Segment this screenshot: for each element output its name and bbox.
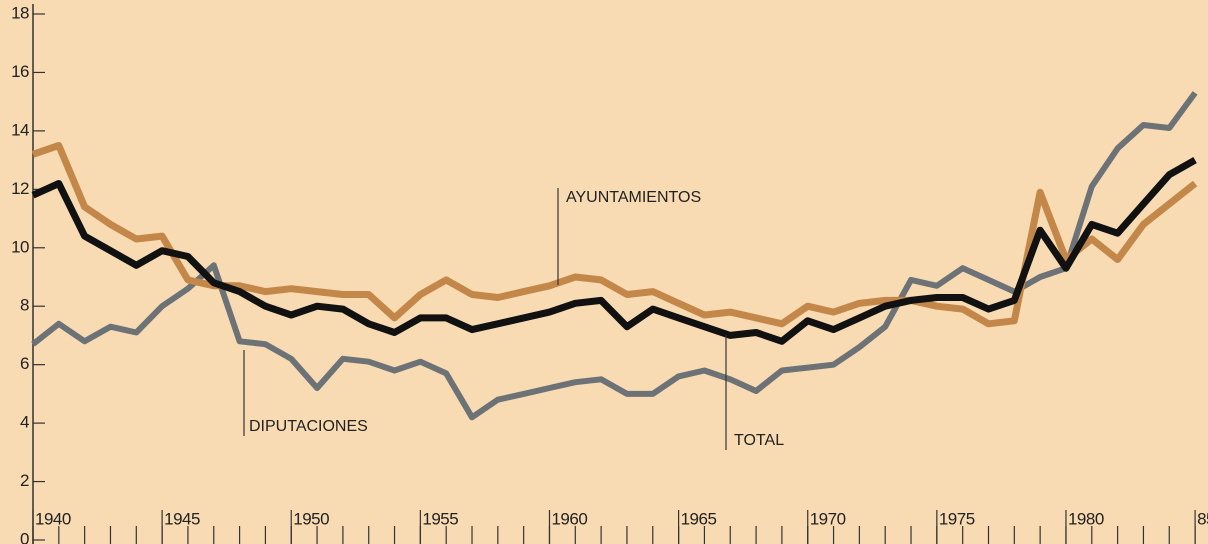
series-line bbox=[31, 142, 1198, 328]
series-line bbox=[31, 157, 1197, 345]
x-tick-label: 1955 bbox=[422, 509, 458, 528]
y-tick-label: 16 bbox=[11, 62, 29, 81]
x-tick-label: 1940 bbox=[35, 509, 71, 528]
x-tick-label: 1945 bbox=[164, 509, 200, 528]
series-line bbox=[31, 91, 1198, 421]
y-tick-label: 2 bbox=[20, 471, 29, 490]
x-tick-label: 1965 bbox=[681, 509, 717, 528]
x-tick-label: 1960 bbox=[551, 509, 587, 528]
x-tick-label: 1950 bbox=[293, 509, 329, 528]
y-tick-label: 0 bbox=[20, 529, 29, 544]
y-tick-label: 14 bbox=[11, 120, 29, 139]
y-tick-label: 4 bbox=[20, 413, 29, 432]
y-tick-label: 12 bbox=[11, 179, 29, 198]
x-tick-label: 1970 bbox=[810, 509, 846, 528]
x-tick-label: 1975 bbox=[939, 509, 975, 528]
x-tick-label: 85 bbox=[1197, 509, 1208, 528]
annotation: DIPUTACIONES bbox=[249, 418, 368, 435]
annotation: TOTAL bbox=[734, 432, 784, 449]
x-tick-label: 1980 bbox=[1068, 509, 1104, 528]
y-tick-label: 10 bbox=[11, 237, 29, 256]
y-tick-label: 8 bbox=[20, 296, 29, 315]
y-tick-label: 6 bbox=[20, 354, 29, 373]
annotation: AYUNTAMIENTOS bbox=[566, 189, 701, 206]
y-tick-label: 18 bbox=[11, 3, 29, 22]
